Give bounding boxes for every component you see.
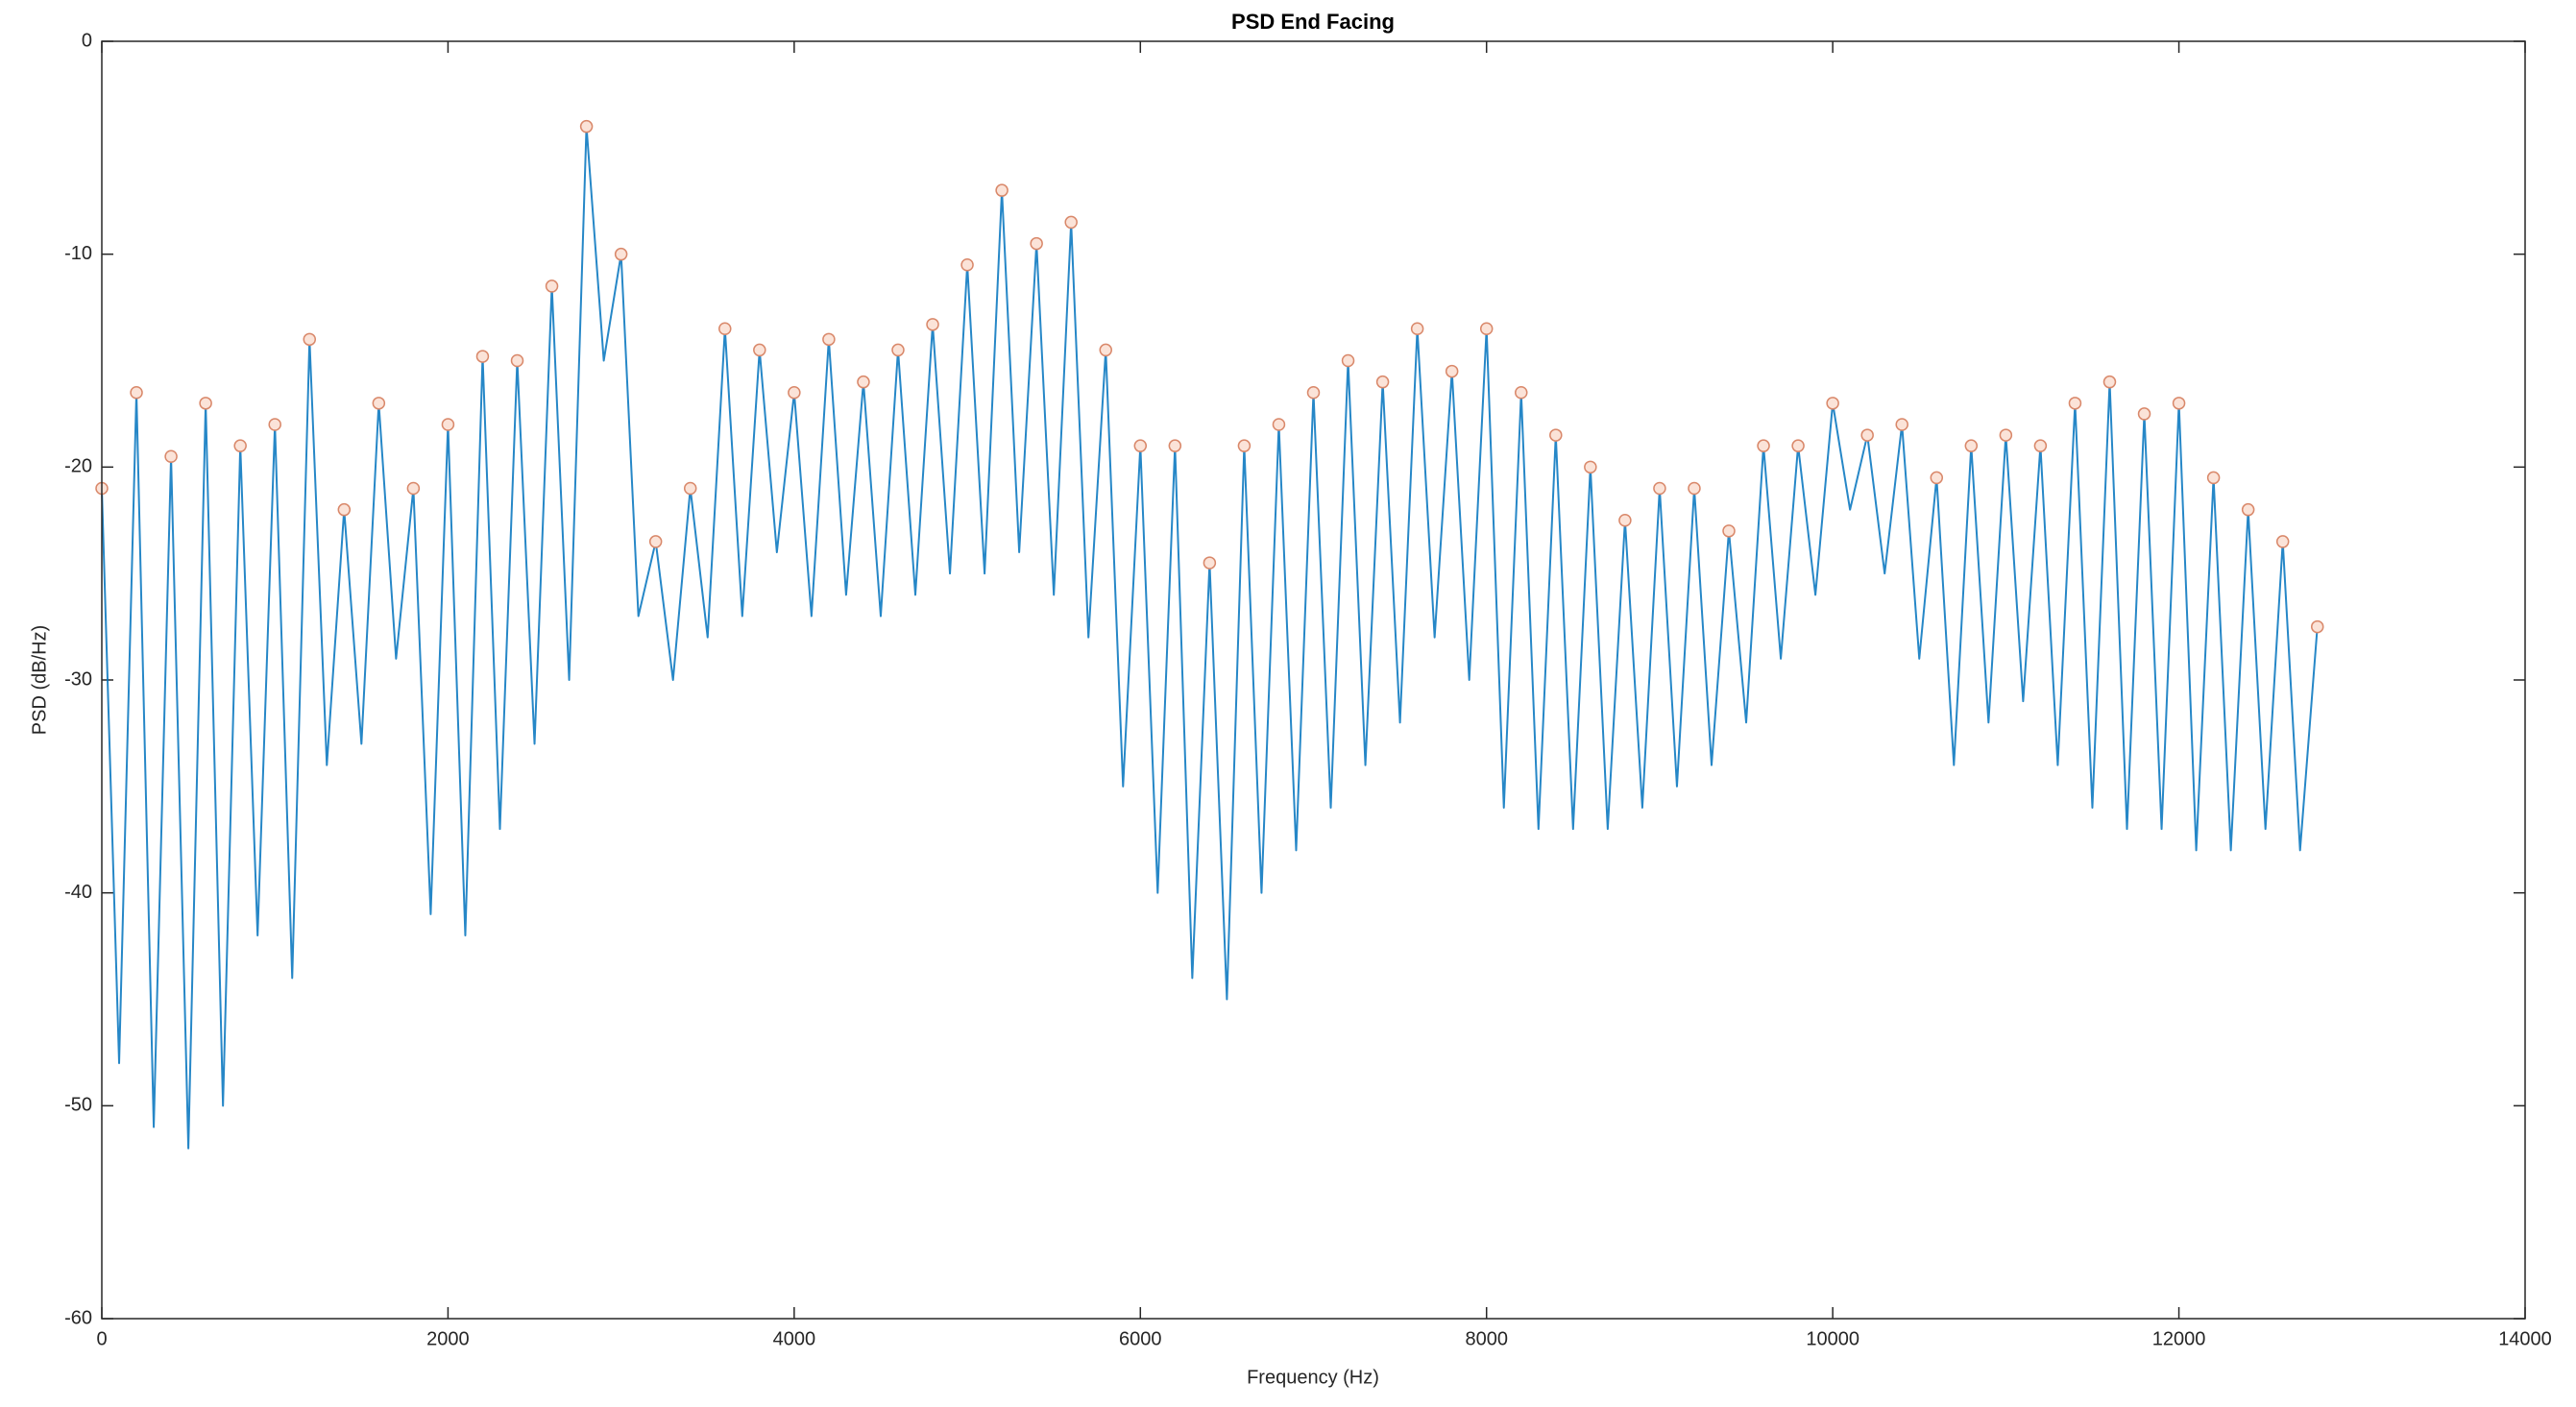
peak-marker: [926, 318, 939, 331]
peak-marker: [337, 502, 352, 517]
peak-marker: [960, 258, 974, 272]
x-tick-label: 14000: [2498, 1328, 2552, 1349]
peak-marker: [2137, 407, 2151, 421]
peak-marker: [1410, 322, 1424, 335]
peak-marker: [995, 183, 1009, 197]
x-tick-label: 0: [96, 1328, 107, 1349]
peak-marker: [130, 386, 143, 400]
y-tick-label: -40: [64, 882, 92, 903]
x-tick-label: 8000: [1465, 1328, 1508, 1349]
peak-marker: [2206, 471, 2221, 485]
y-tick-label: -30: [64, 668, 92, 690]
peak-marker: [579, 119, 594, 133]
peak-marker: [857, 375, 870, 389]
peak-marker: [1895, 418, 1908, 431]
peak-marker: [1306, 386, 1321, 400]
x-tick-label: 4000: [773, 1328, 816, 1349]
peak-marker: [2102, 375, 2117, 389]
y-tick-label: -10: [64, 243, 92, 264]
peak-marker: [1341, 353, 1355, 368]
peak-marker: [164, 449, 178, 463]
peak-marker: [822, 332, 836, 347]
peak-marker: [1445, 364, 1459, 378]
peak-marker: [1860, 428, 1874, 442]
y-tick-label: 0: [82, 30, 92, 51]
peak-marker: [1064, 215, 1078, 230]
peak-marker: [614, 247, 628, 261]
peak-marker: [233, 439, 247, 452]
y-tick-label: -20: [64, 456, 92, 477]
x-axis-label: Frequency (Hz): [1247, 1367, 1379, 1388]
peak-marker: [1757, 439, 1770, 452]
peak-marker: [510, 353, 524, 368]
peak-marker: [1272, 418, 1286, 431]
x-tick-label: 2000: [426, 1328, 470, 1349]
peak-marker: [1688, 481, 1701, 496]
peak-marker: [788, 386, 801, 400]
peak-marker: [1549, 428, 1563, 442]
peak-marker: [1964, 439, 1979, 452]
peak-marker: [1133, 439, 1148, 452]
peak-marker: [718, 322, 732, 335]
peak-marker: [199, 397, 212, 410]
peak-marker: [1653, 481, 1666, 496]
peak-marker: [891, 343, 905, 357]
x-tick-label: 6000: [1119, 1328, 1162, 1349]
peak-marker: [372, 397, 386, 410]
peak-marker: [2310, 619, 2324, 634]
peak-marker: [1791, 439, 1805, 452]
peak-marker: [2241, 502, 2255, 517]
peak-marker: [441, 418, 455, 431]
plot-area: [102, 41, 2525, 1319]
peak-marker: [1618, 514, 1632, 527]
x-tick-label: 12000: [2152, 1328, 2206, 1349]
y-tick-label: -60: [64, 1307, 92, 1328]
peak-marker: [1584, 460, 1597, 474]
peak-marker: [753, 343, 766, 357]
chart-title: PSD End Facing: [1231, 10, 1395, 34]
peak-marker: [648, 535, 663, 548]
peak-marker: [2068, 397, 2082, 410]
peak-marker: [1826, 397, 1839, 410]
peak-marker: [268, 418, 281, 431]
peak-marker: [303, 332, 317, 347]
y-axis-label: PSD (dB/Hz): [29, 625, 50, 735]
peak-marker: [1479, 322, 1494, 335]
peak-marker: [2275, 535, 2290, 548]
peak-marker: [545, 279, 559, 293]
peak-marker: [406, 481, 421, 496]
peak-marker: [1099, 343, 1112, 357]
peak-marker: [683, 481, 697, 496]
axes-box: [101, 40, 2526, 1320]
x-tick-label: 10000: [1806, 1328, 1859, 1349]
y-tick-label: -50: [64, 1095, 92, 1116]
peak-marker: [1999, 428, 2013, 442]
peak-marker: [1930, 471, 1944, 485]
peak-marker: [1375, 375, 1390, 389]
peak-marker: [2172, 397, 2186, 410]
peak-marker: [1203, 556, 1217, 570]
peak-marker: [475, 350, 490, 363]
peak-marker: [1030, 236, 1043, 251]
peak-marker: [1515, 386, 1528, 400]
peak-marker: [1722, 524, 1736, 538]
peak-marker: [1168, 439, 1182, 452]
peak-marker: [2033, 439, 2048, 452]
peak-marker: [1237, 439, 1252, 452]
